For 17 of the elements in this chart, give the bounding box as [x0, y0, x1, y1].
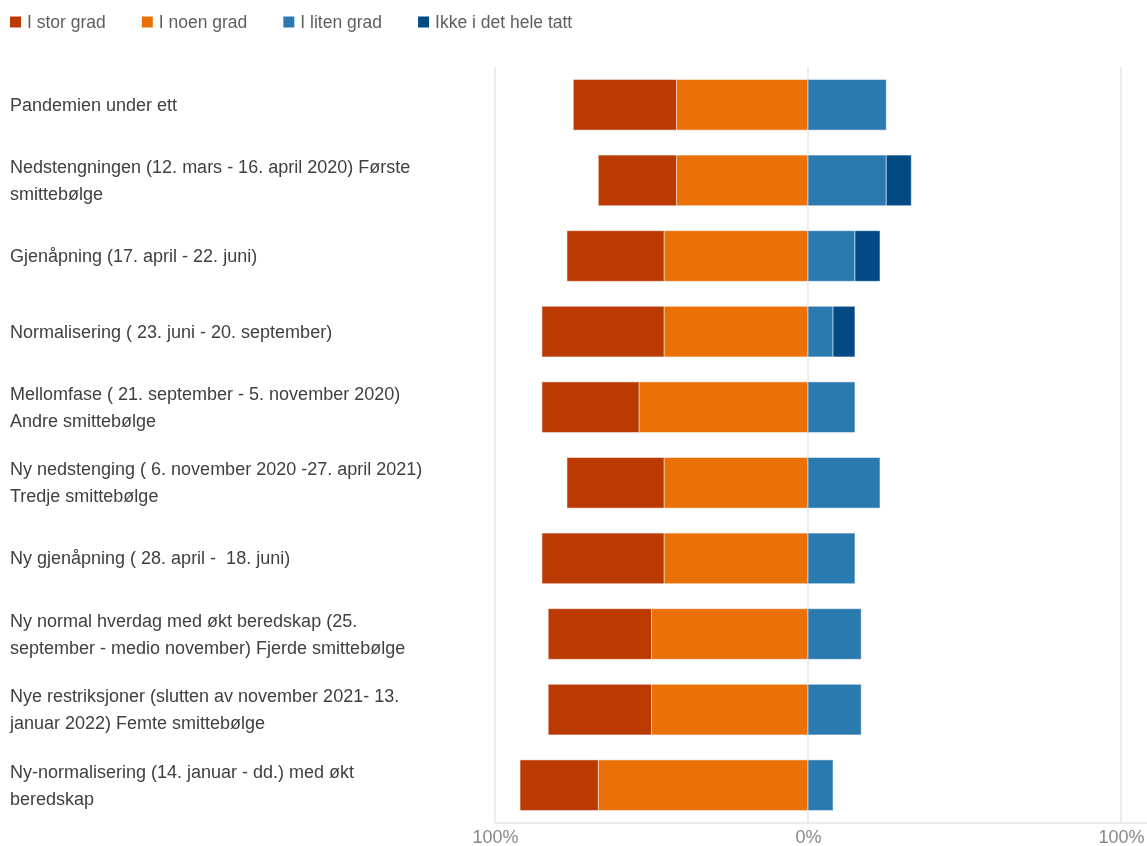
y-tick-label: Normalisering ( 23. juni - 20. september): [10, 321, 333, 342]
legend-label: I liten grad: [300, 12, 383, 32]
x-tick-label: 100%: [1098, 826, 1145, 846]
y-tick-label: Nye restriksjoner (slutten av november 2021- 13. januar 2022) Femte smittebølge: [9, 686, 400, 734]
legend-label: I stor grad: [27, 12, 106, 32]
y-tick-label: Ny nedstenging ( 6. november 2020 -27. april 2021) Tredje smittebølge: [10, 459, 423, 507]
y-tick-label: Ny gjenåpning ( 28. april - 18. juni): [10, 548, 291, 569]
x-tick-label: 0%: [795, 826, 822, 846]
y-tick-label: Pandemien under ett: [10, 94, 178, 115]
x-tick-label: 100%: [472, 826, 519, 846]
legend-label: Ikke i det hele tatt: [435, 12, 573, 32]
y-tick-label: Mellomfase ( 21. september - 5. november 2020) Andre smittebølge: [10, 383, 401, 431]
y-tick-label: Nedstengningen (12. mars - 16. april 2020) Første smittebølge: [10, 156, 411, 204]
y-tick-label: Gjenåpning (17. april - 22. juni): [10, 246, 258, 266]
y-tick-label: Ny-normalisering (14. januar - dd.) med økt beredskap: [10, 761, 355, 809]
legend-label: I noen grad: [158, 12, 248, 32]
y-tick-label: Ny normal hverdag med økt beredskap (25. september - medio november) Fjerde smittebølge: [10, 610, 406, 658]
